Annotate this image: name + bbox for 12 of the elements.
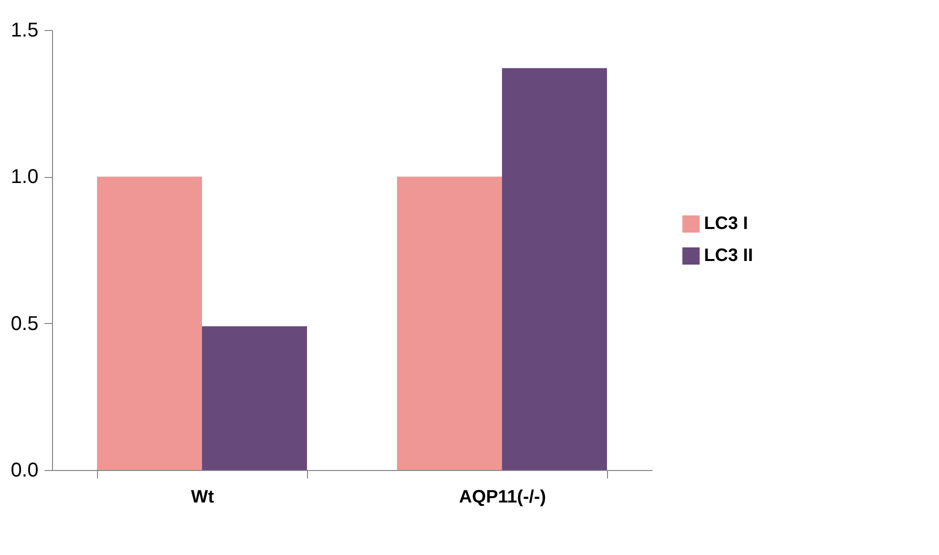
x-tick-label: AQP11(-/-): [458, 486, 546, 506]
bar: [97, 176, 202, 470]
y-tick-label: 0.0: [10, 460, 38, 482]
legend-label: LC3 II: [704, 245, 754, 265]
y-tick-label: 1.5: [10, 20, 38, 42]
bar: [502, 68, 607, 470]
y-tick-label: 1.0: [10, 166, 38, 188]
x-tick-label: Wt: [191, 486, 214, 506]
bar: [202, 326, 307, 470]
bar: [397, 176, 502, 470]
y-tick-label: 0.5: [10, 312, 38, 335]
legend-label: LC3 I: [704, 213, 748, 233]
